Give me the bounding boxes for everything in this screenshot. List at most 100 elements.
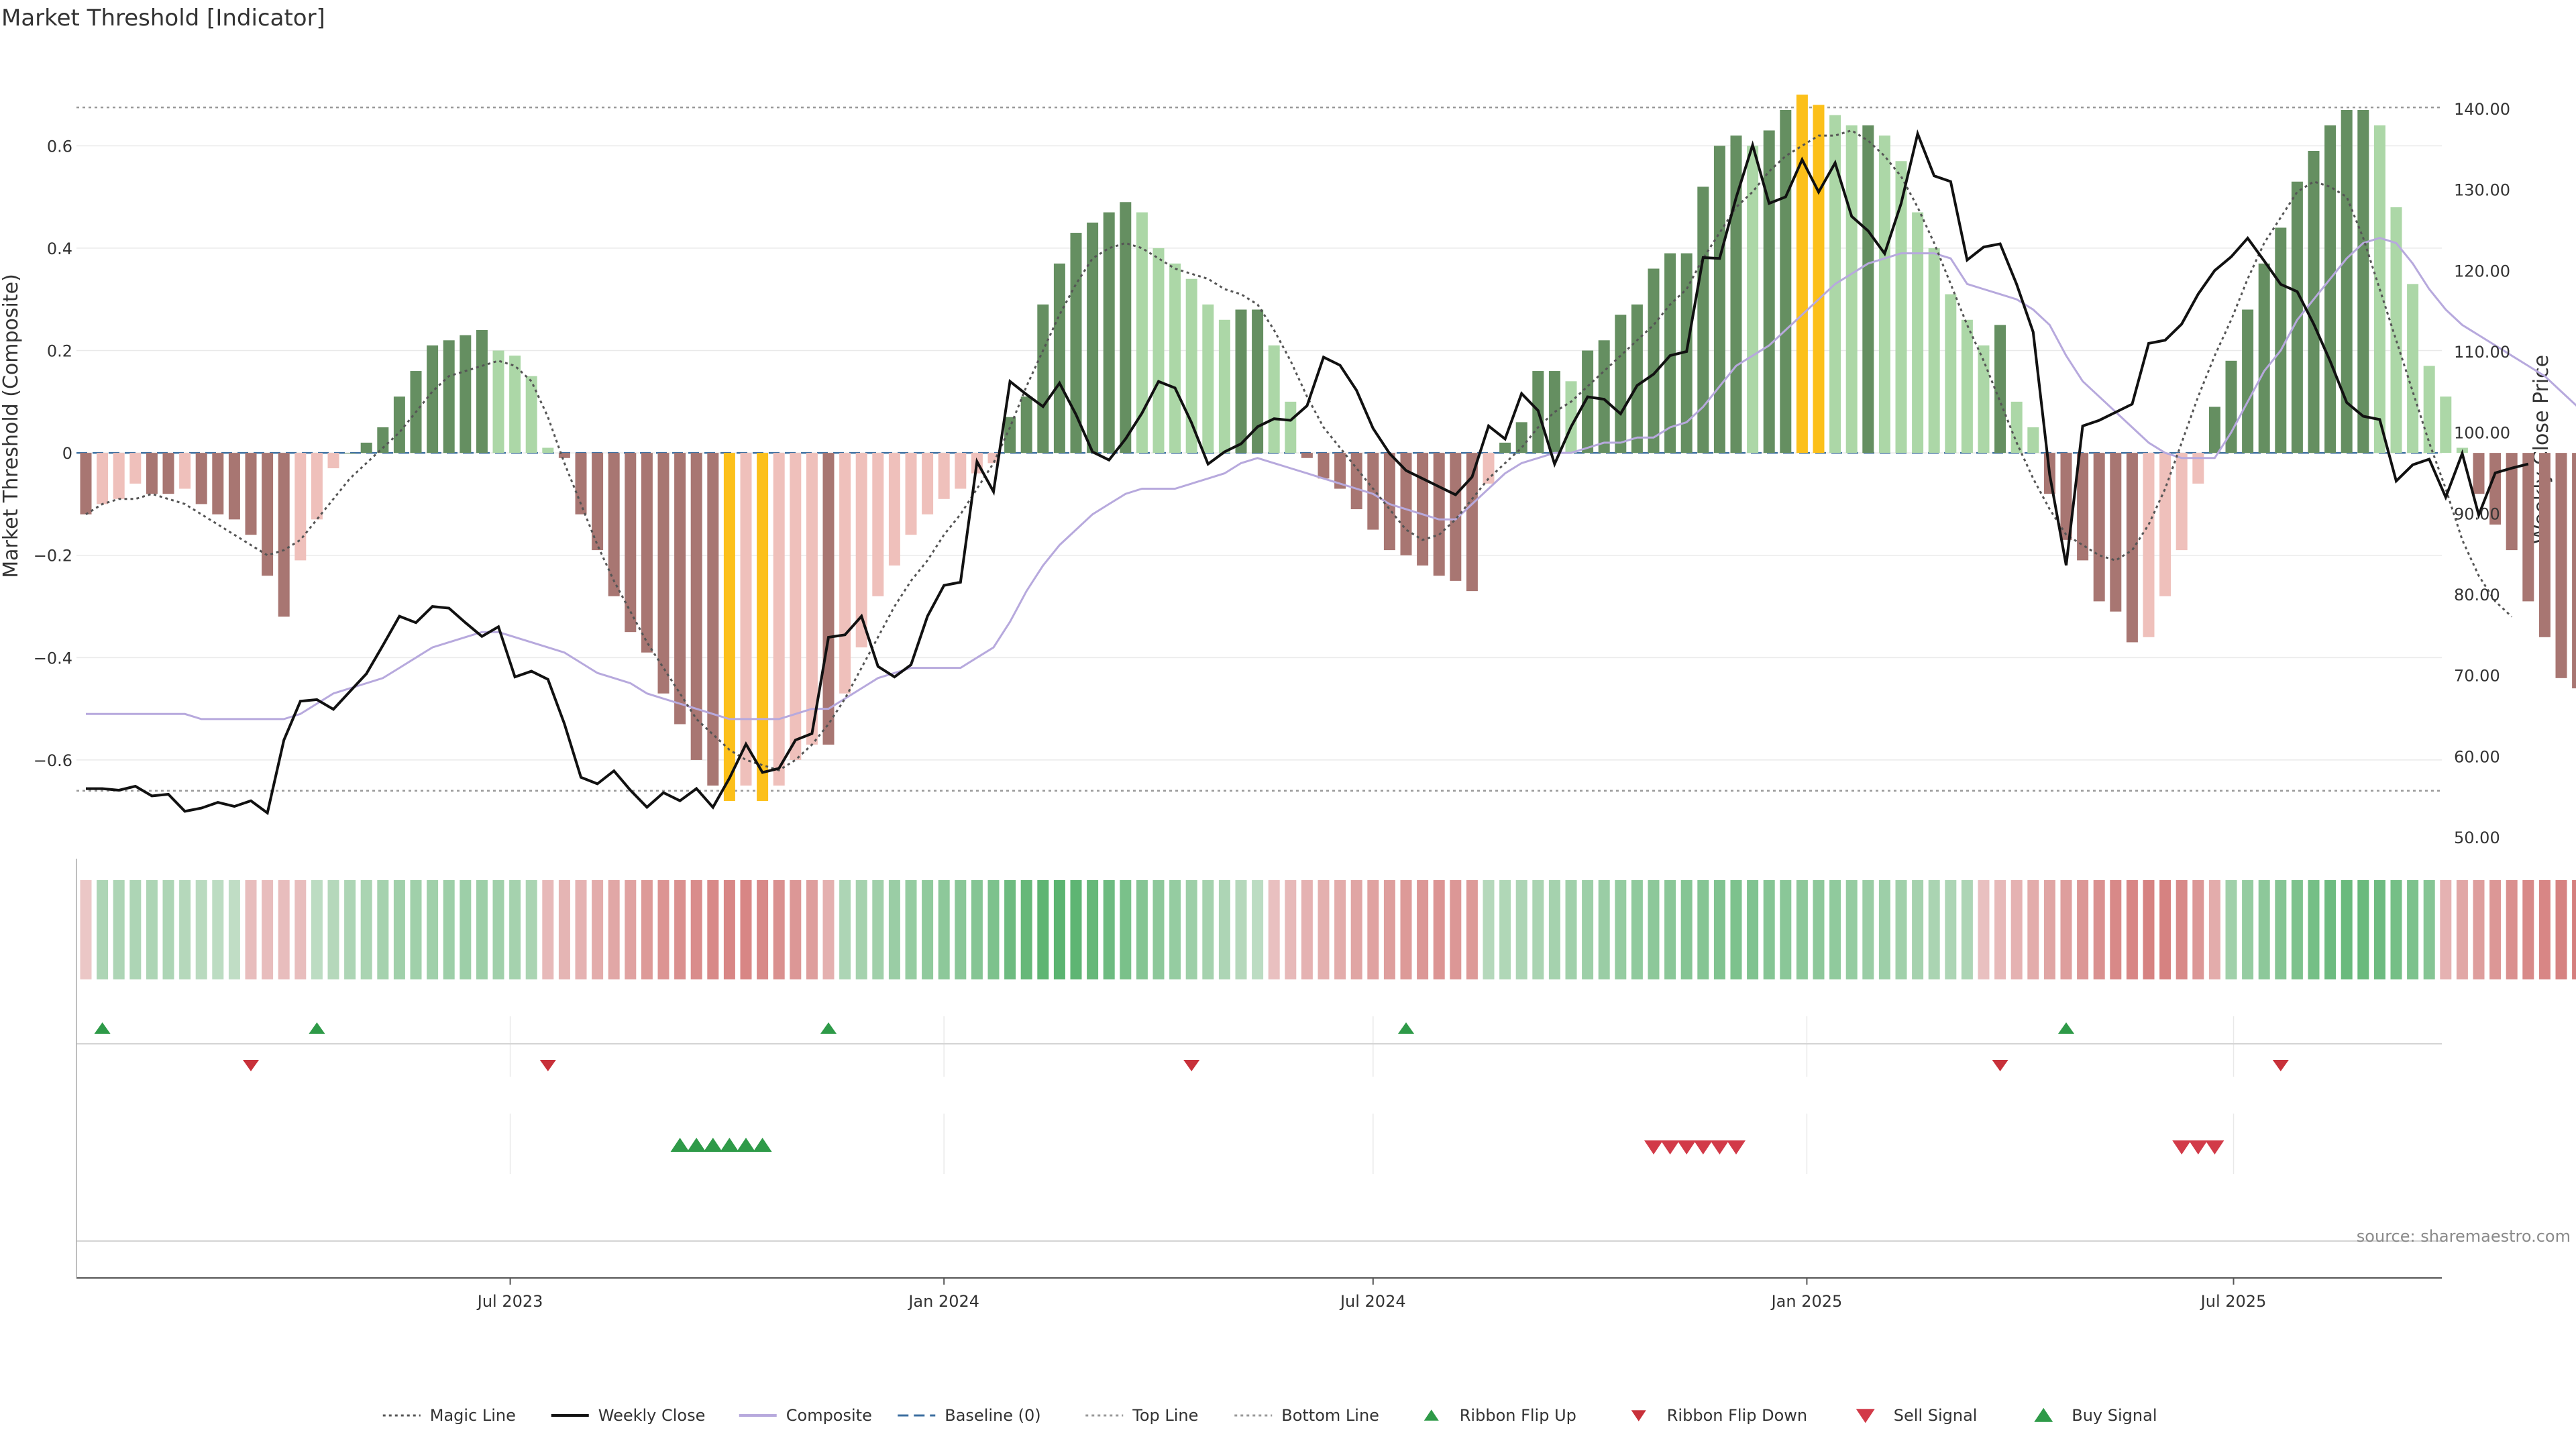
ribbon-cell-131: [2242, 880, 2254, 979]
ribbon-cell-0: [80, 880, 92, 979]
ribbon-cell-126: [2159, 880, 2171, 979]
ribbon-cell-107: [1845, 880, 1858, 979]
composite-bar-36: [674, 453, 686, 724]
composite-bar-57: [1020, 396, 1032, 453]
sell-signal-marker-1: [1660, 1140, 1680, 1155]
sell-signal-marker-4: [1710, 1140, 1729, 1155]
ribbon-cell-19: [393, 880, 405, 979]
composite-bar-8: [212, 453, 224, 515]
ribbon-cell-53: [955, 880, 967, 979]
ribbon-cell-73: [1285, 880, 1297, 979]
composite-bar-26: [509, 356, 521, 453]
composite-bar-51: [922, 453, 934, 515]
composite-bar-98: [1697, 186, 1709, 453]
composite-bar-103: [1780, 109, 1792, 453]
ribbon-cell-67: [1185, 880, 1197, 979]
source-note: source: sharemaestro.com: [2357, 1227, 2571, 1246]
composite-bar-110: [1895, 161, 1907, 453]
composite-bar-133: [2275, 227, 2287, 453]
composite-bar-7: [195, 453, 207, 504]
composite-bar-17: [360, 442, 372, 453]
ribbon-cell-83: [1450, 880, 1462, 979]
ribbon-cell-40: [740, 880, 752, 979]
composite-bar-72: [1268, 345, 1280, 453]
ribbon-cell-9: [228, 880, 240, 979]
right-tick-label-6: 110.00: [2454, 343, 2510, 362]
composite-bar-87: [1515, 422, 1527, 453]
ribbon-cell-36: [674, 880, 686, 979]
composite-bar-134: [2291, 181, 2303, 453]
ribbon-cell-134: [2291, 880, 2303, 979]
ribbon-cell-81: [1417, 880, 1429, 979]
left-tick-label-4: 0.2: [47, 342, 72, 361]
composite-bar-131: [2242, 309, 2254, 453]
ribbon-cell-77: [1350, 880, 1362, 979]
ribbon-cell-52: [938, 880, 950, 979]
ribbon-cell-7: [195, 880, 207, 979]
legend-item-5: Bottom Line: [1234, 1406, 1379, 1425]
legend-label-7: Ribbon Flip Down: [1667, 1406, 1807, 1425]
composite-bar-107: [1845, 125, 1858, 453]
ribbon-cell-47: [855, 880, 867, 979]
composite-bar-142: [2423, 366, 2435, 453]
ribbon-cell-129: [2208, 880, 2220, 979]
ribbon-cell-65: [1152, 880, 1165, 979]
ribbon-cell-87: [1515, 880, 1527, 979]
buy-signal-marker-5: [753, 1138, 772, 1152]
composite-bar-141: [2407, 284, 2419, 453]
ribbon-cell-85: [1483, 880, 1495, 979]
composite-bar-92: [1598, 340, 1610, 453]
x-tick-label-0: Jul 2023: [476, 1292, 543, 1311]
ribbon-cell-42: [773, 880, 785, 979]
ribbon-cell-41: [757, 880, 769, 979]
composite-bar-48: [872, 453, 884, 596]
left-tick-label-2: −0.2: [34, 547, 72, 566]
ribbon-cell-140: [2390, 880, 2402, 979]
composite-bar-52: [938, 453, 950, 499]
composite-bar-73: [1285, 401, 1297, 453]
left-tick-label-1: −0.4: [34, 649, 72, 667]
buy-signal-marker-4: [737, 1138, 755, 1152]
ribbon-cell-102: [1763, 880, 1775, 979]
composite-bar-69: [1218, 319, 1230, 453]
composite-bar-39: [723, 453, 735, 801]
ribbon-cell-112: [1928, 880, 1940, 979]
composite-bar-44: [806, 453, 818, 745]
composite-bar-46: [839, 453, 851, 694]
legend-item-2: Composite: [739, 1406, 872, 1425]
composite-bar-64: [1136, 212, 1148, 453]
composite-bars: [80, 95, 2576, 801]
ribbon-flip-down-marker-1: [539, 1060, 556, 1071]
ribbon-cell-90: [1565, 880, 1577, 979]
ribbon-cell-78: [1367, 880, 1379, 979]
left-tick-label-5: 0.4: [47, 239, 72, 258]
ribbon-cell-59: [1053, 880, 1065, 979]
legend-swatch-6: [1424, 1409, 1439, 1421]
composite-bar-80: [1400, 453, 1412, 555]
ribbon-cell-21: [427, 880, 439, 979]
composite-bar-84: [1466, 453, 1478, 592]
composite-bar-97: [1680, 253, 1693, 453]
buy-sell-signal-panel: [76, 1114, 2442, 1242]
ribbon-cell-94: [1631, 880, 1643, 979]
ribbon-cell-23: [460, 880, 472, 979]
ribbon-cell-11: [262, 880, 274, 979]
composite-bar-83: [1450, 453, 1462, 581]
ribbon-cell-127: [2176, 880, 2188, 979]
right-tick-label-7: 120.00: [2454, 262, 2510, 280]
legend-label-6: Ribbon Flip Up: [1460, 1406, 1576, 1425]
composite-bar-25: [492, 350, 504, 453]
ribbon-cell-37: [690, 880, 702, 979]
ribbon-cell-115: [1978, 880, 1990, 979]
right-tick-label-1: 60.00: [2454, 747, 2500, 766]
ribbon-cell-138: [2357, 880, 2369, 979]
composite-bar-150: [2555, 453, 2567, 678]
ribbon-cell-13: [294, 880, 307, 979]
ribbon-cell-118: [2027, 880, 2039, 979]
ribbon-cell-8: [212, 880, 224, 979]
ribbon-cell-28: [542, 880, 554, 979]
ribbon-cell-27: [525, 880, 537, 979]
composite-bar-61: [1087, 222, 1099, 453]
right-tick-label-4: 90.00: [2454, 504, 2500, 523]
